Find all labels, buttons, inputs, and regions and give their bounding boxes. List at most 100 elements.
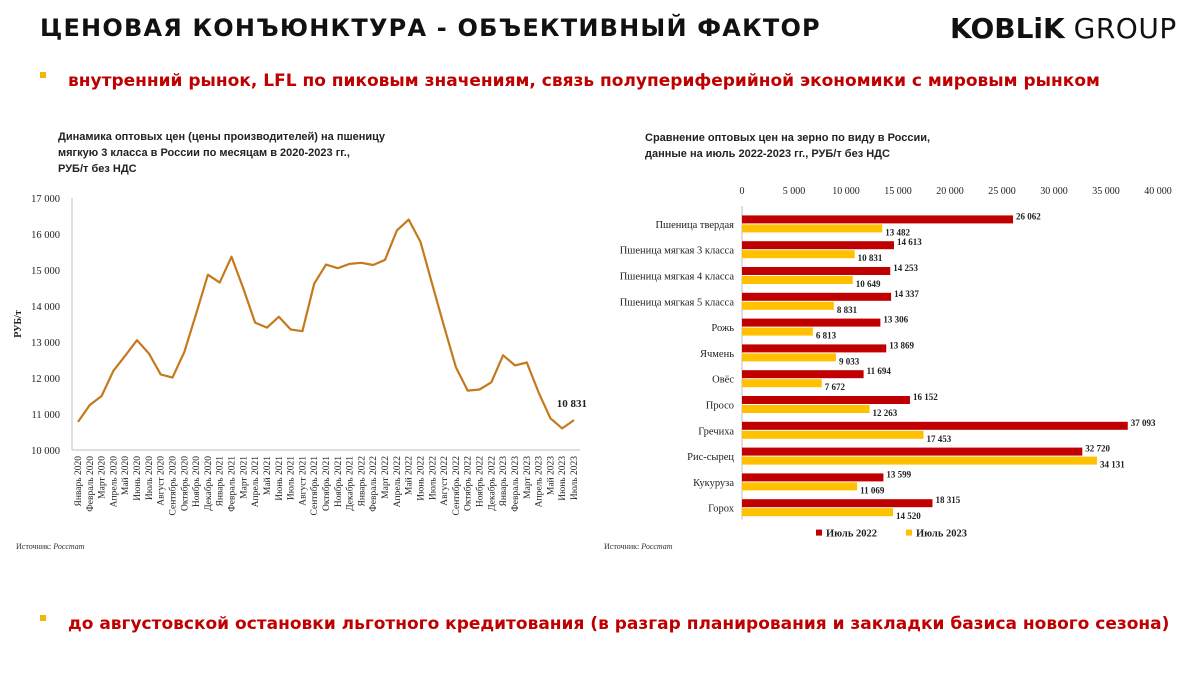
bar-july-2023 [742, 430, 924, 439]
category-label: Пшеница твердая [655, 220, 734, 231]
data-label-2022: 14 613 [897, 237, 922, 247]
x-tick-label: Сентябрь 2022 [451, 456, 462, 516]
bar-chart-title: Сравнение оптовых цен на зерно по виду в… [645, 132, 931, 160]
x-tick-label: Май 2020 [120, 456, 131, 495]
category-label: Просо [706, 401, 734, 412]
data-label-2023: 17 453 [927, 434, 952, 444]
x-tick-label: Май 2021 [262, 456, 273, 495]
y-tick-label: 16 000 [31, 230, 60, 241]
x-tick-label: Февраль 2023 [511, 456, 521, 512]
bar-july-2022 [742, 318, 881, 327]
bar-july-2023 [742, 327, 813, 336]
y-tick-label: 17 000 [31, 194, 60, 205]
x-tick-label: Ноябрь 2021 [333, 456, 344, 507]
x-tick-label: Июнь 2021 [275, 456, 285, 501]
x-tick-label: Апрель 2023 [535, 456, 545, 508]
bar-july-2023 [742, 482, 858, 491]
x-tick-label: 5 000 [783, 186, 806, 197]
data-label-2022: 18 315 [935, 495, 960, 505]
x-tick-label: Июль 2023 [570, 456, 580, 500]
category-label: Пшеница мягкая 5 класса [620, 297, 735, 308]
x-tick-label: Октябрь 2020 [179, 456, 190, 511]
bullet-text: до августовской остановки льготного кред… [68, 614, 1170, 634]
x-tick-label: Март 2020 [98, 456, 108, 499]
page-title: ЦЕНОВАЯ КОНЪЮНКТУРА - ОБЪЕКТИВНЫЙ ФАКТОР [40, 14, 821, 42]
legend-swatch-2022 [816, 529, 822, 536]
bar-july-2022 [742, 421, 1128, 430]
data-label-2023: 8 831 [837, 305, 858, 315]
data-label-2023: 34 131 [1100, 460, 1125, 470]
category-label: Овёс [712, 375, 734, 386]
bar-july-2023 [742, 276, 853, 284]
data-label-2022: 26 062 [1016, 211, 1041, 221]
y-tick-label: 11 000 [32, 410, 61, 421]
x-tick-label: 10 000 [832, 186, 860, 197]
category-label: Рожь [711, 323, 734, 334]
x-tick-label: Июль 2021 [287, 456, 297, 500]
x-tick-label: Июнь 2022 [416, 456, 426, 501]
bar-july-2022 [742, 447, 1083, 456]
data-label-2023: 7 672 [825, 382, 846, 392]
y-tick-label: 10 000 [31, 446, 60, 457]
x-tick-label: Ноябрь 2020 [191, 456, 202, 507]
bullet-marker [40, 615, 46, 621]
line-chart-source: Источник: Росстат [16, 542, 85, 551]
bar-july-2023 [742, 250, 855, 259]
company-logo: KOBLiK GROUP [950, 12, 1177, 45]
category-label: Горох [708, 504, 735, 515]
x-tick-label: Март 2023 [523, 456, 533, 499]
data-label-2022: 13 599 [886, 469, 911, 479]
y-tick-label: 15 000 [31, 266, 60, 277]
x-tick-label: Июнь 2023 [558, 456, 568, 501]
source-name: Росстат [53, 542, 85, 551]
x-tick-label: 20 000 [936, 186, 964, 197]
data-label-2022: 13 306 [883, 315, 908, 325]
x-tick-label: 30 000 [1040, 186, 1068, 197]
category-label: Рис-сырец [687, 452, 734, 463]
source-label: Источник: [16, 542, 52, 551]
data-label-2022: 14 337 [894, 289, 919, 299]
bullet-item-1: внутренний рынок, LFL по пиковым значени… [40, 71, 1100, 91]
category-label: Кукуруза [693, 478, 734, 489]
data-label-2022: 13 869 [889, 340, 914, 350]
bullet-item-2: до августовской остановки льготного кред… [40, 614, 1169, 634]
category-label: Пшеница мягкая 4 класса [620, 272, 735, 283]
x-tick-label: 25 000 [988, 186, 1016, 197]
y-tick-label: 12 000 [31, 374, 60, 385]
logo-thin-text: GROUP [1073, 12, 1177, 45]
bar-july-2022 [742, 499, 933, 508]
data-label-2023: 14 520 [896, 511, 921, 521]
x-tick-label: Июль 2022 [428, 456, 438, 500]
x-tick-label: Февраль 2022 [369, 456, 379, 512]
x-tick-label: Декабрь 2022 [486, 456, 497, 511]
legend-label-2022: Июль 2022 [826, 529, 877, 540]
bar-july-2022 [742, 215, 1014, 224]
x-tick-label: Март 2022 [381, 456, 391, 499]
data-label-2023: 9 033 [839, 356, 860, 366]
data-label-2023: 11 069 [860, 485, 885, 495]
data-label-2023: 10 649 [856, 279, 881, 289]
x-tick-label: Апрель 2021 [251, 456, 261, 508]
data-label-2023: 12 263 [873, 408, 898, 418]
data-label-2022: 32 720 [1085, 444, 1110, 454]
x-tick-label: 40 000 [1144, 186, 1172, 197]
x-tick-label: 15 000 [884, 186, 912, 197]
bar-july-2023 [742, 301, 834, 310]
data-label-2022: 37 093 [1131, 418, 1156, 428]
line-chart: 10 000 11 000 12 000 13 000 14 000 15 000 16 0… [13, 194, 587, 516]
line-chart-title: Динамика оптовых цен (цены производителе… [58, 131, 386, 175]
legend-label-2023: Июль 2023 [916, 529, 967, 540]
bar-july-2022 [742, 267, 891, 275]
bar-july-2023 [742, 224, 883, 233]
bar-chart-source: Источник: Росстат [604, 542, 673, 551]
bullet-marker [40, 72, 46, 78]
last-value-label: 10 831 [557, 398, 587, 410]
bar-chart: 0 5 000 10 000 15 000 20 000 25 000 30 000 35 0… [620, 186, 1172, 540]
data-label-2022: 11 694 [867, 366, 892, 376]
legend-swatch-2023 [906, 529, 912, 536]
data-label-2023: 13 482 [885, 227, 910, 237]
bar-july-2023 [742, 508, 894, 517]
data-label-2022: 16 152 [913, 392, 938, 402]
bar-july-2022 [742, 344, 887, 353]
price-series-line [77, 218, 575, 430]
